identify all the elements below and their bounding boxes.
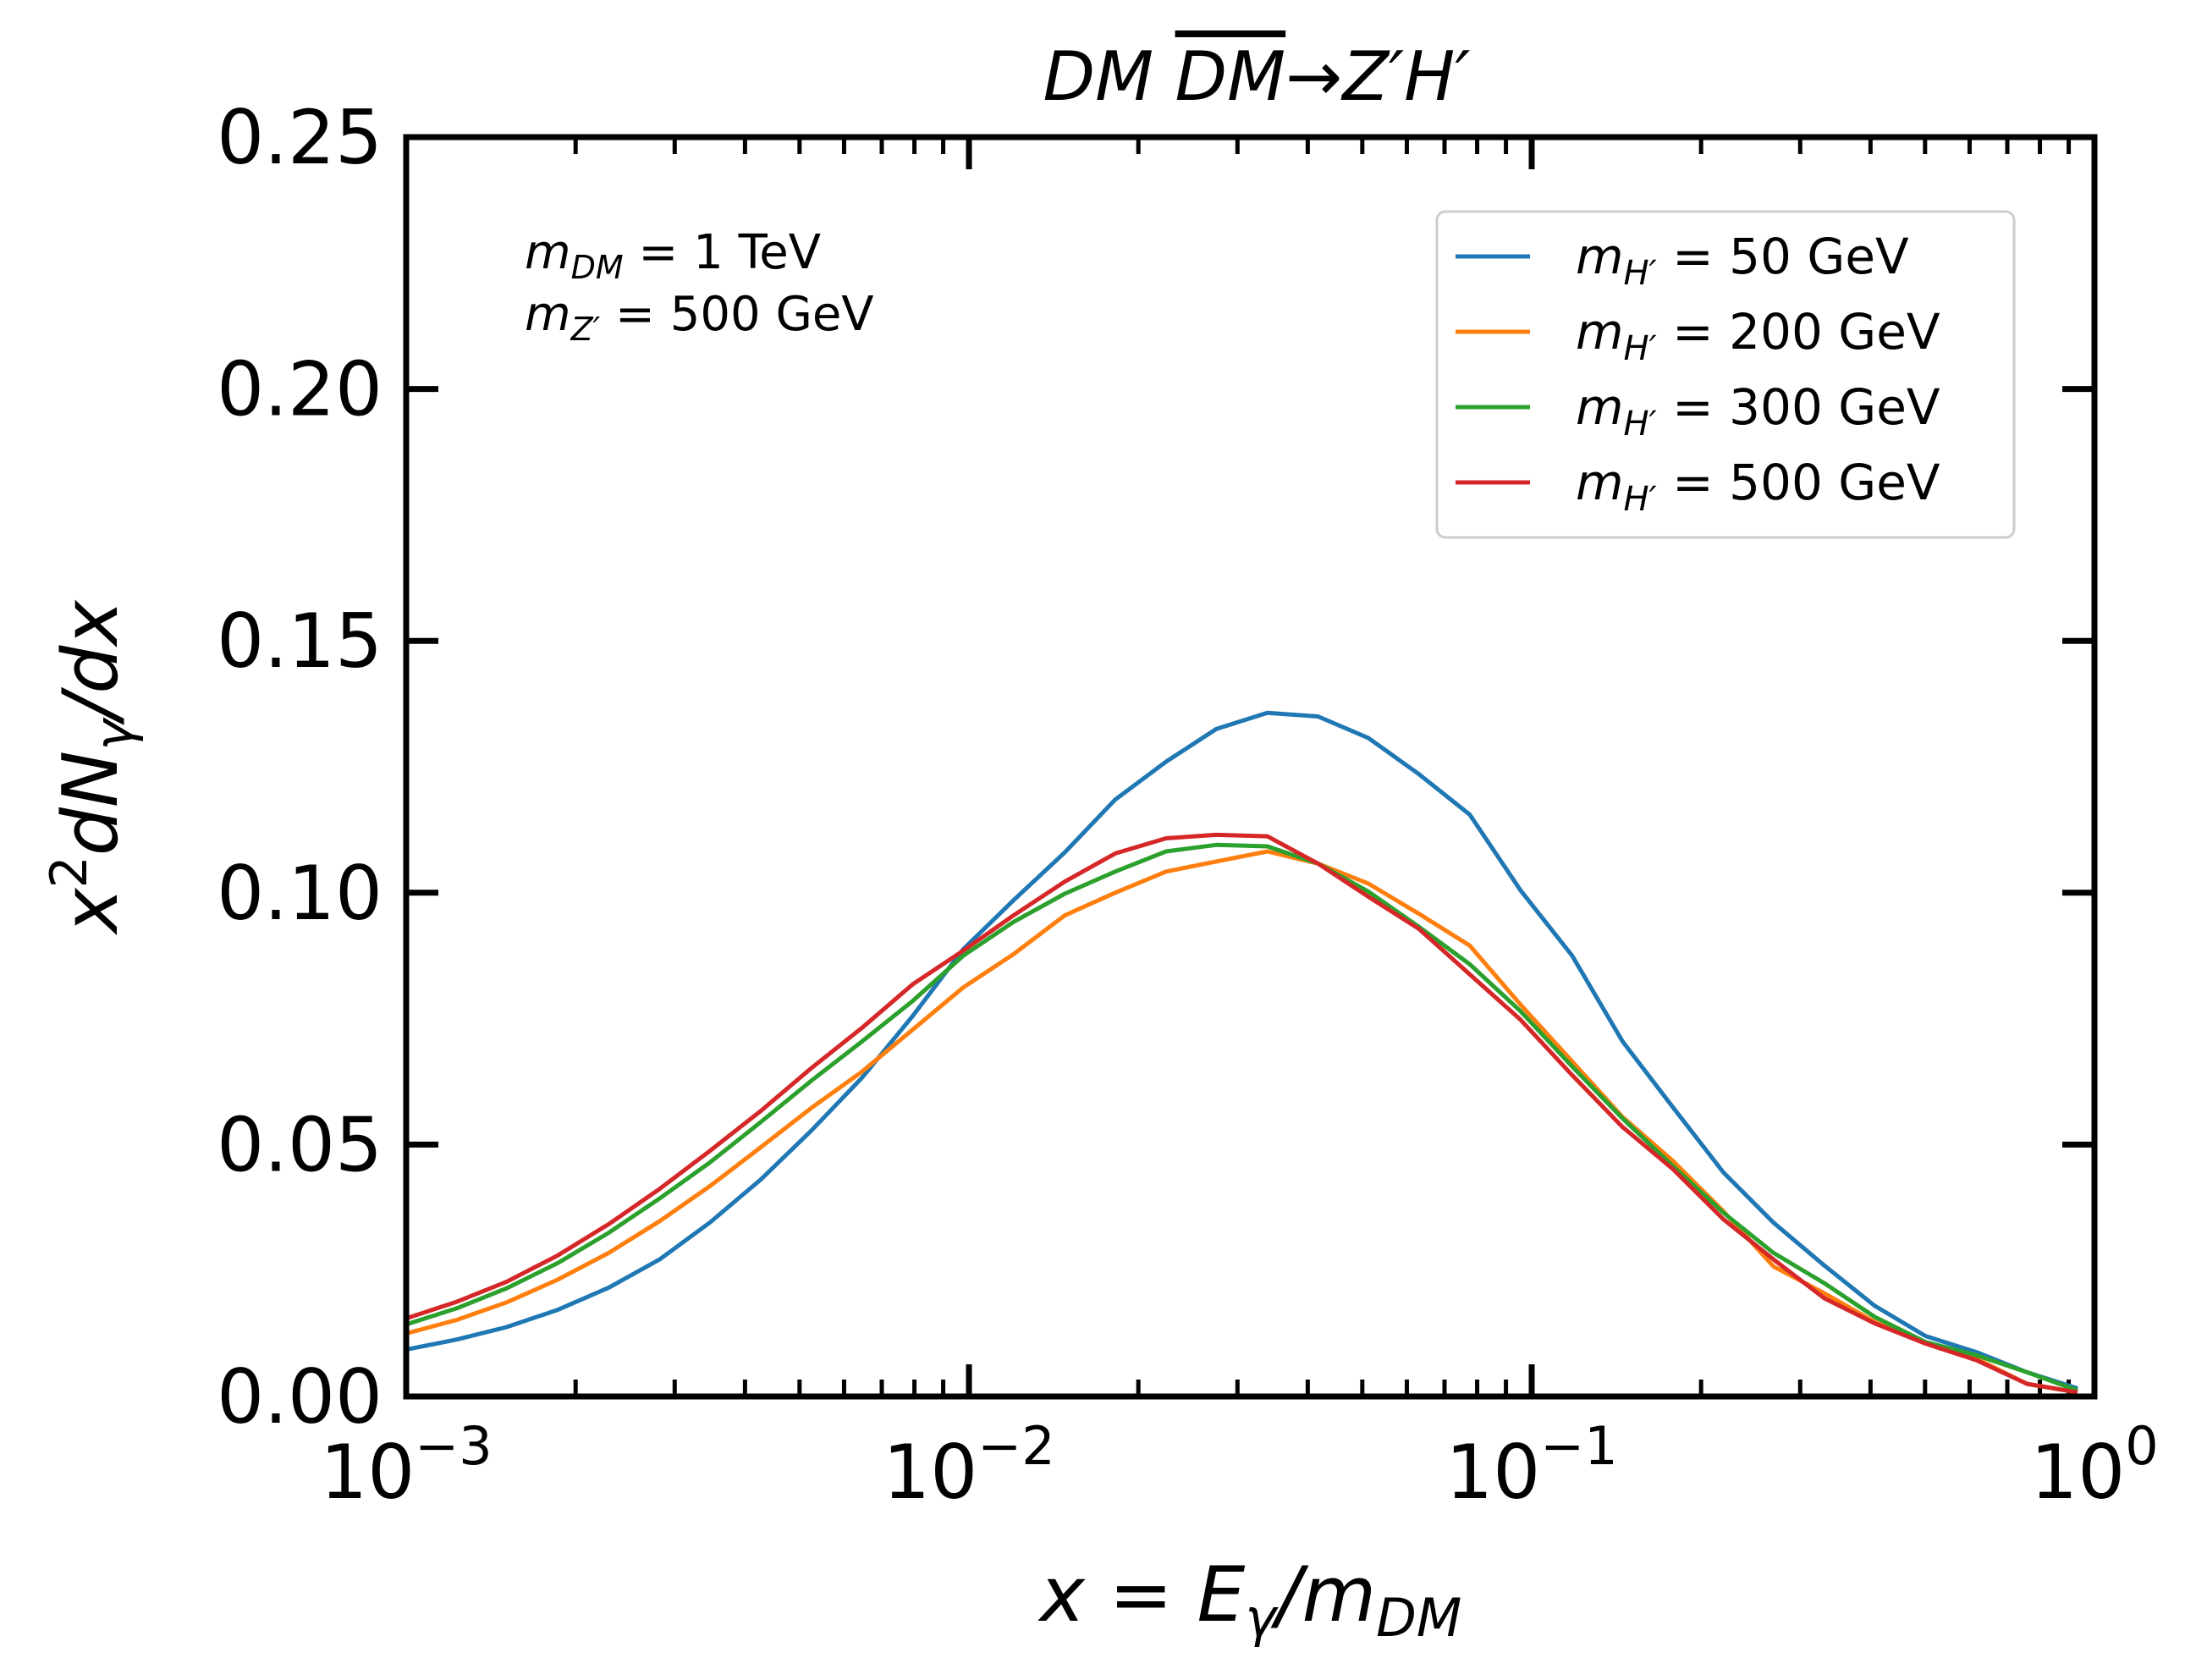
legend-label-3: mH′ = 300 GeV <box>1576 378 1940 443</box>
x-tick-label: 10−1 <box>1445 1415 1617 1516</box>
legend-label-2: mH′ = 200 GeV <box>1576 303 1940 368</box>
legend-label-4: mH′ = 500 GeV <box>1576 454 1940 519</box>
y-tick-label: 0.00 <box>217 1353 383 1440</box>
series-line-4 <box>406 832 2078 1395</box>
annotation-mdm: mDM = 1 TeV <box>525 225 821 286</box>
x-tick-label: 10−3 <box>320 1415 492 1516</box>
y-tick-label: 0.05 <box>217 1101 383 1188</box>
y-tick-label: 0.20 <box>217 346 383 433</box>
y-axis-ticks: 0.00 0.05 0.10 0.15 0.20 0.25 <box>217 94 2094 1440</box>
series-lines <box>406 710 2078 1395</box>
legend-label-1: mH′ = 50 GeV <box>1576 228 1909 293</box>
x-axis-label: x = Eγ/mDM <box>1037 1551 1462 1649</box>
series-line-1 <box>406 710 2078 1391</box>
series-line-3 <box>406 842 2078 1393</box>
y-tick-label: 0.15 <box>217 598 383 685</box>
x-axis-ticks: 10−3 10−2 10−1 100 <box>320 137 2159 1516</box>
y-tick-label: 0.25 <box>217 94 383 181</box>
x-tick-label: 10−2 <box>883 1415 1054 1516</box>
title-overbar-term: DM <box>1175 37 1286 116</box>
chart-title: DM DM→Z′H′ <box>1043 37 1470 116</box>
series-line-2 <box>406 849 2078 1395</box>
annotation-mz: mZ′ = 500 GeV <box>525 287 874 348</box>
legend: mH′ = 50 GeV mH′ = 200 GeV mH′ = 300 GeV mH… <box>1435 210 2016 539</box>
x-tick-label: 100 <box>2030 1415 2158 1516</box>
legend-box <box>1435 210 2016 539</box>
y-tick-label: 0.10 <box>217 850 383 937</box>
parameter-annotation: mDM = 1 TeV mZ′ = 500 GeV <box>525 225 874 348</box>
plot-frame <box>403 134 2098 1400</box>
y-axis-label: x2dNγ/dx <box>40 599 145 936</box>
